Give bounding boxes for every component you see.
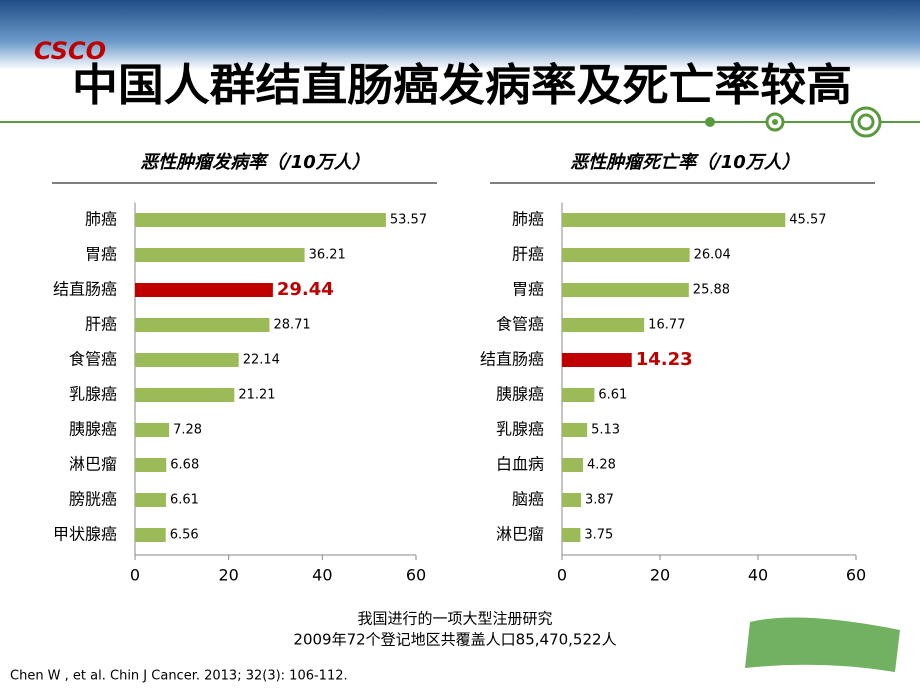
x-tick-label: 40 (312, 566, 332, 585)
x-tick-label: 60 (846, 566, 866, 585)
slide-title: 中国人群结直肠癌发病率及死亡率较高 (72, 60, 852, 111)
y-tick-label: 胰腺癌 (496, 385, 544, 404)
value-label: 3.75 (584, 528, 613, 543)
y-tick-label: 食管癌 (496, 315, 544, 334)
value-label: 3.87 (585, 493, 614, 508)
bar (562, 528, 581, 542)
bar (562, 388, 595, 402)
x-tick-label: 0 (557, 566, 567, 585)
x-tick-label: 0 (130, 566, 140, 585)
value-label: 36.21 (309, 248, 346, 263)
value-label: 22.14 (243, 353, 280, 368)
decor-dot (772, 119, 778, 125)
bar (135, 318, 270, 332)
y-tick-label: 乳腺癌 (69, 385, 117, 404)
bar (562, 213, 786, 227)
chart-title: 恶性肿瘤死亡率（/10万人） (570, 152, 800, 173)
citation: Chen W , et al. Chin J Cancer. 2013; 32(… (10, 669, 348, 684)
y-tick-label: 结直肠癌 (53, 280, 117, 299)
y-tick-label: 胃癌 (85, 245, 117, 264)
logo: CSCO (34, 37, 106, 65)
bar (135, 283, 273, 297)
y-tick-label: 甲状腺癌 (53, 525, 117, 544)
y-tick-label: 淋巴瘤 (69, 455, 117, 474)
value-label: 6.61 (598, 388, 627, 403)
y-tick-label: 白血病 (496, 455, 544, 474)
value-label: 4.28 (587, 458, 616, 473)
note: 我国进行的一项大型注册研究 (357, 610, 552, 628)
value-label: 29.44 (277, 279, 334, 300)
decor-dot (705, 117, 715, 127)
value-label: 45.57 (789, 213, 826, 228)
bar (135, 493, 166, 507)
x-tick-label: 60 (406, 566, 426, 585)
value-label: 21.21 (238, 388, 275, 403)
y-tick-label: 肝癌 (85, 315, 117, 334)
y-tick-label: 淋巴瘤 (496, 525, 544, 544)
x-tick-label: 20 (650, 566, 670, 585)
bar (562, 353, 632, 367)
y-tick-label: 肺癌 (85, 210, 117, 229)
y-tick-label: 胰腺癌 (69, 420, 117, 439)
bar (135, 528, 166, 542)
y-tick-label: 乳腺癌 (496, 420, 544, 439)
y-tick-label: 肺癌 (512, 210, 544, 229)
value-label: 53.57 (390, 213, 427, 228)
y-tick-label: 结直肠癌 (480, 350, 544, 369)
bar (135, 458, 167, 472)
value-label: 5.13 (591, 423, 620, 438)
y-tick-label: 肝癌 (512, 245, 544, 264)
y-tick-label: 胃癌 (512, 280, 544, 299)
value-label: 6.68 (170, 458, 199, 473)
y-tick-label: 脑癌 (512, 490, 544, 509)
bar (562, 283, 689, 297)
value-label: 14.23 (636, 349, 693, 370)
chart-title: 恶性肿瘤发病率（/10万人） (140, 152, 370, 173)
slogan-logo (745, 617, 900, 672)
note: 2009年72个登记地区共覆盖人口85,470,522人 (293, 631, 616, 649)
value-label: 16.77 (648, 318, 685, 333)
y-tick-label: 膀胱癌 (69, 490, 117, 509)
y-tick-label: 食管癌 (69, 350, 117, 369)
value-label: 6.56 (170, 528, 199, 543)
value-label: 25.88 (693, 283, 730, 298)
bar (135, 388, 235, 402)
value-label: 6.61 (170, 493, 199, 508)
bar (135, 423, 170, 437)
bar (562, 423, 588, 437)
header-background (0, 0, 920, 70)
value-label: 28.71 (273, 318, 310, 333)
bar (135, 353, 239, 367)
value-label: 7.28 (173, 423, 202, 438)
bar (135, 248, 305, 262)
bar (562, 248, 690, 262)
value-label: 26.04 (694, 248, 731, 263)
decor-ring (857, 113, 875, 131)
bar (562, 318, 645, 332)
x-tick-label: 20 (218, 566, 238, 585)
x-tick-label: 40 (748, 566, 768, 585)
bar (562, 493, 581, 507)
bar (135, 213, 386, 227)
bar (562, 458, 583, 472)
